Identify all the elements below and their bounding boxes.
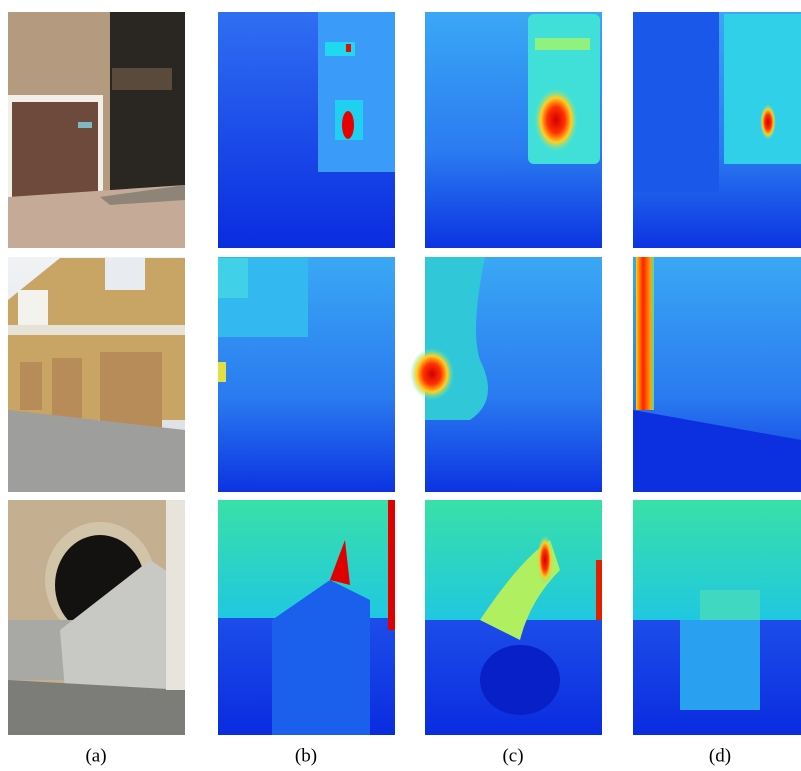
- depth-map: [218, 500, 395, 735]
- depth-map: [410, 257, 602, 492]
- figure: (a) (b) (c) (d): [0, 0, 801, 771]
- caption: (c): [502, 745, 523, 766]
- caption: (a): [85, 745, 106, 766]
- depth-map: [425, 12, 602, 248]
- photo: [8, 12, 185, 248]
- caption: (b): [295, 745, 317, 766]
- depth-map: [425, 500, 602, 735]
- photo: [8, 257, 185, 492]
- depth-map: [633, 257, 801, 492]
- depth-map: [218, 257, 395, 492]
- photo: [8, 500, 185, 735]
- depth-map: [218, 12, 395, 248]
- caption: (d): [709, 745, 731, 766]
- depth-map: [633, 12, 801, 248]
- depth-map: [633, 500, 801, 735]
